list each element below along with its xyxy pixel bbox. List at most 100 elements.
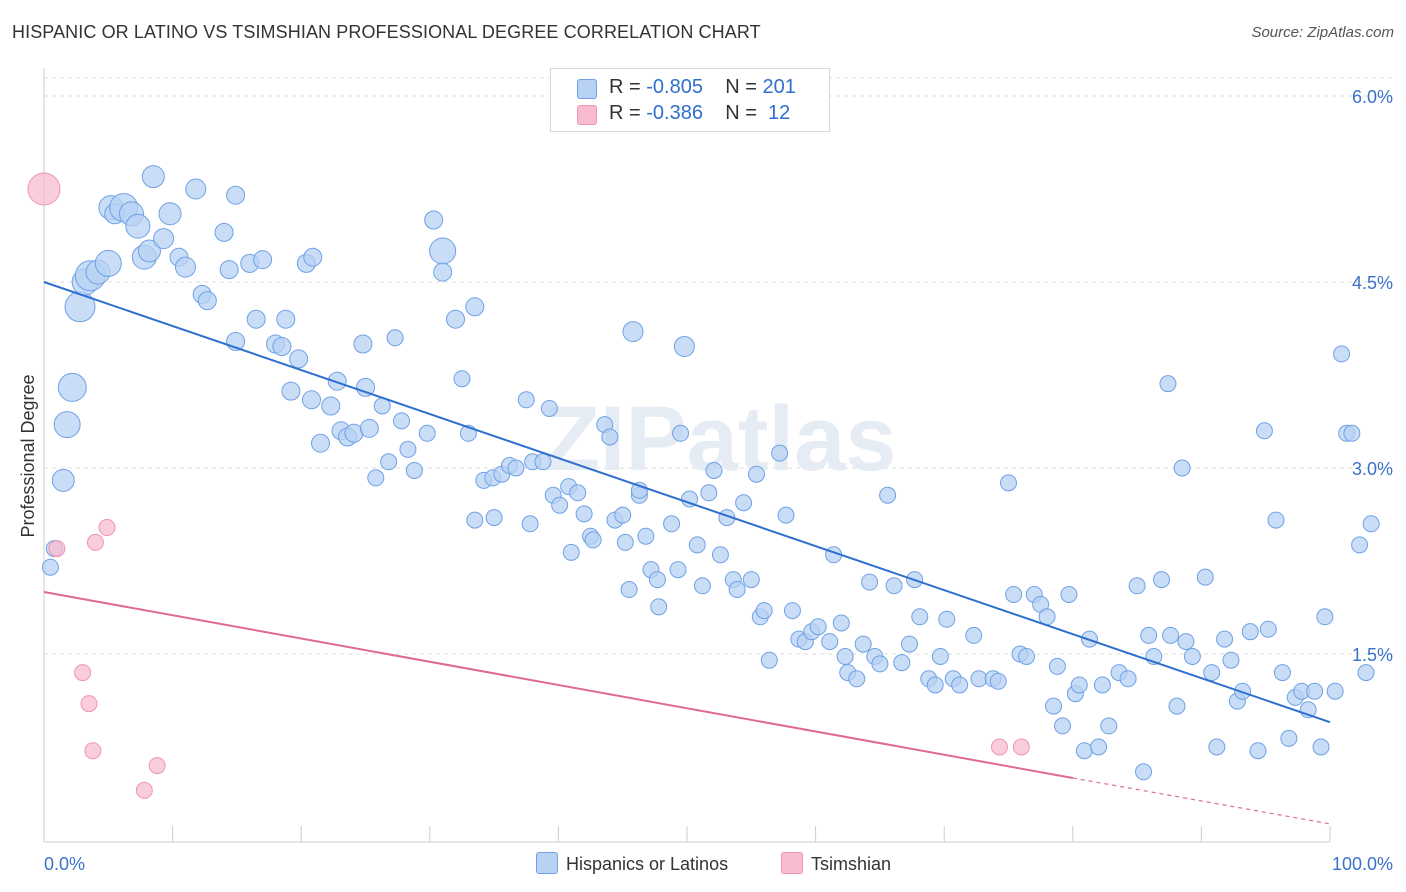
data-point — [688, 536, 706, 554]
data-point — [1135, 763, 1153, 781]
trend-lines — [43, 281, 1331, 825]
data-point — [742, 571, 760, 589]
data-point — [871, 655, 889, 673]
x-tick-label-max: 100.0% — [1332, 854, 1393, 874]
stats-legend: R = -0.805 N = 201 R = -0.386 N = 12 — [550, 68, 830, 132]
data-point — [380, 453, 398, 471]
data-point — [926, 676, 944, 694]
data-point — [41, 558, 59, 576]
data-point — [310, 433, 330, 453]
data-point — [672, 424, 690, 442]
data-point — [861, 573, 879, 591]
legend-n-label: N = — [725, 102, 763, 124]
data-point — [1119, 670, 1137, 688]
data-point — [1222, 651, 1240, 669]
data-point — [153, 228, 175, 250]
data-point — [700, 484, 718, 502]
data-point — [1045, 697, 1063, 715]
data-point — [272, 336, 292, 356]
bottom-legend-label-tsimshian: Tsimshian — [811, 854, 892, 874]
data-point — [135, 781, 153, 799]
data-point — [1070, 676, 1088, 694]
data-point — [601, 428, 619, 446]
data-point — [1196, 568, 1214, 586]
bottom-legend-swatch-tsimshian — [781, 852, 803, 874]
data-point — [386, 329, 404, 347]
legend-n-value: 201 — [762, 76, 796, 98]
data-point — [821, 633, 839, 651]
series-tsimshian — [27, 172, 1030, 799]
source-note: Source: ZipAtlas.com — [1251, 24, 1394, 41]
data-point — [53, 411, 81, 439]
data-point — [1177, 633, 1195, 651]
data-point — [569, 484, 587, 502]
data-point — [1312, 738, 1330, 756]
data-point — [1168, 697, 1186, 715]
data-point — [735, 494, 753, 512]
data-point — [879, 486, 897, 504]
data-point — [185, 178, 207, 200]
data-point — [1054, 717, 1072, 735]
data-point — [1075, 742, 1093, 760]
data-point — [359, 418, 379, 438]
data-point — [453, 370, 471, 388]
legend-r-value: -0.805 — [646, 76, 703, 98]
data-point — [616, 533, 634, 551]
data-point — [809, 618, 827, 636]
data-point — [399, 440, 417, 458]
data-point — [1048, 657, 1066, 675]
data-point — [51, 468, 75, 492]
data-point — [663, 515, 681, 533]
data-point — [141, 165, 165, 189]
data-point — [1255, 422, 1273, 440]
data-point — [253, 250, 273, 270]
data-point — [648, 571, 666, 589]
data-point — [214, 222, 234, 242]
data-point — [281, 381, 301, 401]
x-tick-label-min: 0.0% — [44, 854, 85, 874]
data-point — [405, 461, 423, 479]
data-point — [446, 309, 466, 329]
data-point — [197, 291, 217, 311]
data-point — [303, 247, 323, 267]
series-hispanic — [41, 165, 1380, 781]
data-point — [353, 334, 373, 354]
data-point — [1343, 424, 1361, 442]
data-point — [125, 213, 151, 239]
trend-line-extension — [1072, 777, 1331, 825]
data-point — [705, 461, 723, 479]
data-point — [711, 546, 729, 564]
data-point — [1140, 626, 1158, 644]
legend-swatch-tsimshian — [577, 105, 597, 125]
data-point — [1273, 664, 1291, 682]
data-point — [356, 377, 375, 397]
legend-n-label: N = — [725, 76, 763, 98]
data-point — [517, 391, 535, 409]
data-point — [755, 602, 773, 620]
bottom-legend-tsimshian: Tsimshian — [781, 852, 891, 875]
data-point — [832, 614, 850, 632]
data-point — [301, 390, 321, 410]
data-point — [158, 202, 182, 226]
data-point — [367, 469, 385, 487]
data-point — [777, 506, 795, 524]
data-point — [1162, 626, 1180, 644]
data-point — [931, 647, 949, 665]
data-point — [673, 335, 695, 357]
data-point — [1203, 664, 1221, 682]
data-point — [1159, 375, 1177, 393]
trend-line — [43, 591, 1073, 779]
data-point — [575, 505, 593, 523]
legend-r-value: -0.386 — [646, 102, 703, 124]
data-point — [1090, 738, 1108, 756]
data-point — [1351, 536, 1369, 554]
data-point — [74, 664, 92, 682]
data-point — [84, 742, 102, 760]
data-point — [521, 515, 539, 533]
data-point — [276, 309, 296, 329]
data-point — [1012, 738, 1030, 756]
data-point — [1000, 474, 1017, 492]
data-point — [1333, 345, 1351, 363]
data-point — [1306, 682, 1324, 700]
